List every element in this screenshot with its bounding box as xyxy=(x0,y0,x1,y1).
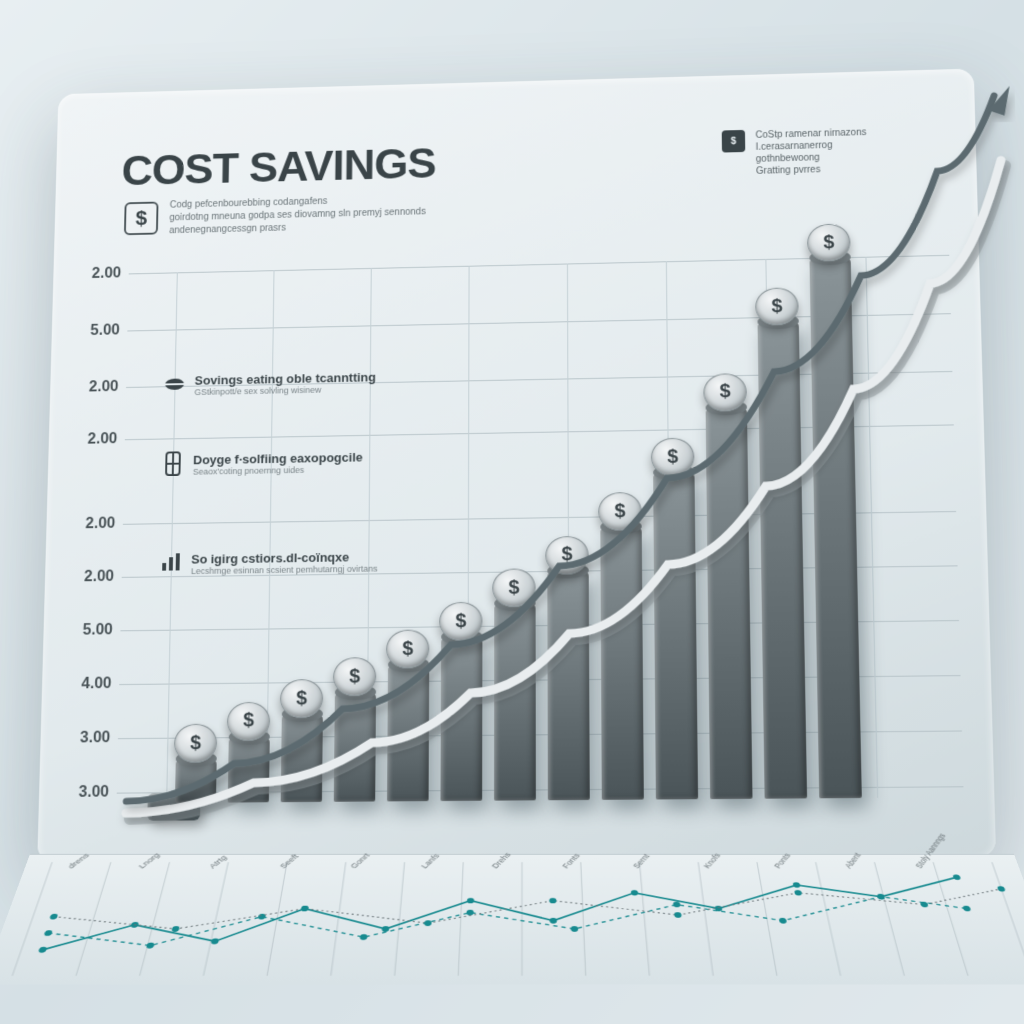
legend: $ CoStp ramenar nirnazons I.cerasarnaner… xyxy=(722,125,918,178)
bottom-mini-chart: drensLnorgAtrtgSeeftGonrtLanfsDrehsFonts… xyxy=(0,854,1024,985)
bar: $ xyxy=(387,664,429,801)
legend-line: Gratting pvrres xyxy=(756,163,867,178)
bar: $ xyxy=(228,737,270,803)
building-icon xyxy=(162,453,183,474)
bars-icon xyxy=(160,552,182,573)
bar: $ xyxy=(175,759,217,803)
callout-item: Sovings eating oble tcannttingGStkinpott… xyxy=(164,370,376,397)
y-axis-tick: 3.00 xyxy=(80,729,111,747)
dollar-coin-icon: $ xyxy=(333,657,376,696)
dollar-coin-icon: $ xyxy=(174,724,218,763)
y-axis-tick: 5.00 xyxy=(90,322,120,339)
dollar-coin-icon: $ xyxy=(598,492,642,531)
callout-title: Doyge f∙solfiing eaxopogcile xyxy=(193,450,363,467)
y-axis-tick: 2.00 xyxy=(87,431,117,448)
dollar-coin-icon: $ xyxy=(386,629,429,668)
dollar-icon: $ xyxy=(124,202,159,236)
chart-subtitle: Codg pefcenbourebbing codangafens goirdo… xyxy=(169,193,426,238)
dollar-coin-icon: $ xyxy=(227,702,271,741)
bar: $ xyxy=(600,526,644,799)
y-axis-tick: 5.00 xyxy=(83,622,113,640)
y-axis-tick: 4.00 xyxy=(81,675,111,693)
bar: $ xyxy=(706,407,753,799)
callout-item: So igirg cstiors.dl-coïnqxeLecshmge esin… xyxy=(160,549,378,576)
bar: $ xyxy=(547,570,589,800)
dollar-coin-icon: $ xyxy=(439,602,482,641)
bar: $ xyxy=(809,257,861,798)
callout-item: Doyge f∙solfiing eaxopogcileSeaox'coting… xyxy=(162,450,363,477)
chart-panel: COST SAVINGS $ Codg pefcenbourebbing cod… xyxy=(37,69,996,863)
dollar-coin-icon: $ xyxy=(492,569,535,608)
bar: $ xyxy=(758,321,808,798)
legend-dollar-icon: $ xyxy=(722,130,746,153)
bar: $ xyxy=(281,714,323,802)
bars-container: $$$$$$$$$$$$$ xyxy=(116,255,963,804)
bar: $ xyxy=(494,603,536,800)
dollar-coin-icon: $ xyxy=(545,536,588,575)
y-axis-tick: 3.00 xyxy=(78,784,109,802)
dollar-coin-icon: $ xyxy=(703,373,747,412)
bar: $ xyxy=(334,692,376,802)
y-axis-tick: 2.00 xyxy=(89,379,119,396)
ellipse-icon xyxy=(164,374,185,395)
dollar-coin-icon: $ xyxy=(807,223,851,261)
y-axis-tick: 2.00 xyxy=(84,568,114,586)
y-axis-tick: 2.00 xyxy=(92,265,122,282)
dollar-coin-icon: $ xyxy=(651,438,695,477)
chart-title: COST SAVINGS xyxy=(121,138,436,195)
mini-chart-svg xyxy=(0,855,1024,985)
y-axis-tick: 2.00 xyxy=(85,515,115,532)
bar: $ xyxy=(440,637,482,801)
bar: $ xyxy=(653,472,698,800)
dollar-coin-icon: $ xyxy=(755,287,799,325)
dollar-coin-icon: $ xyxy=(280,679,323,718)
